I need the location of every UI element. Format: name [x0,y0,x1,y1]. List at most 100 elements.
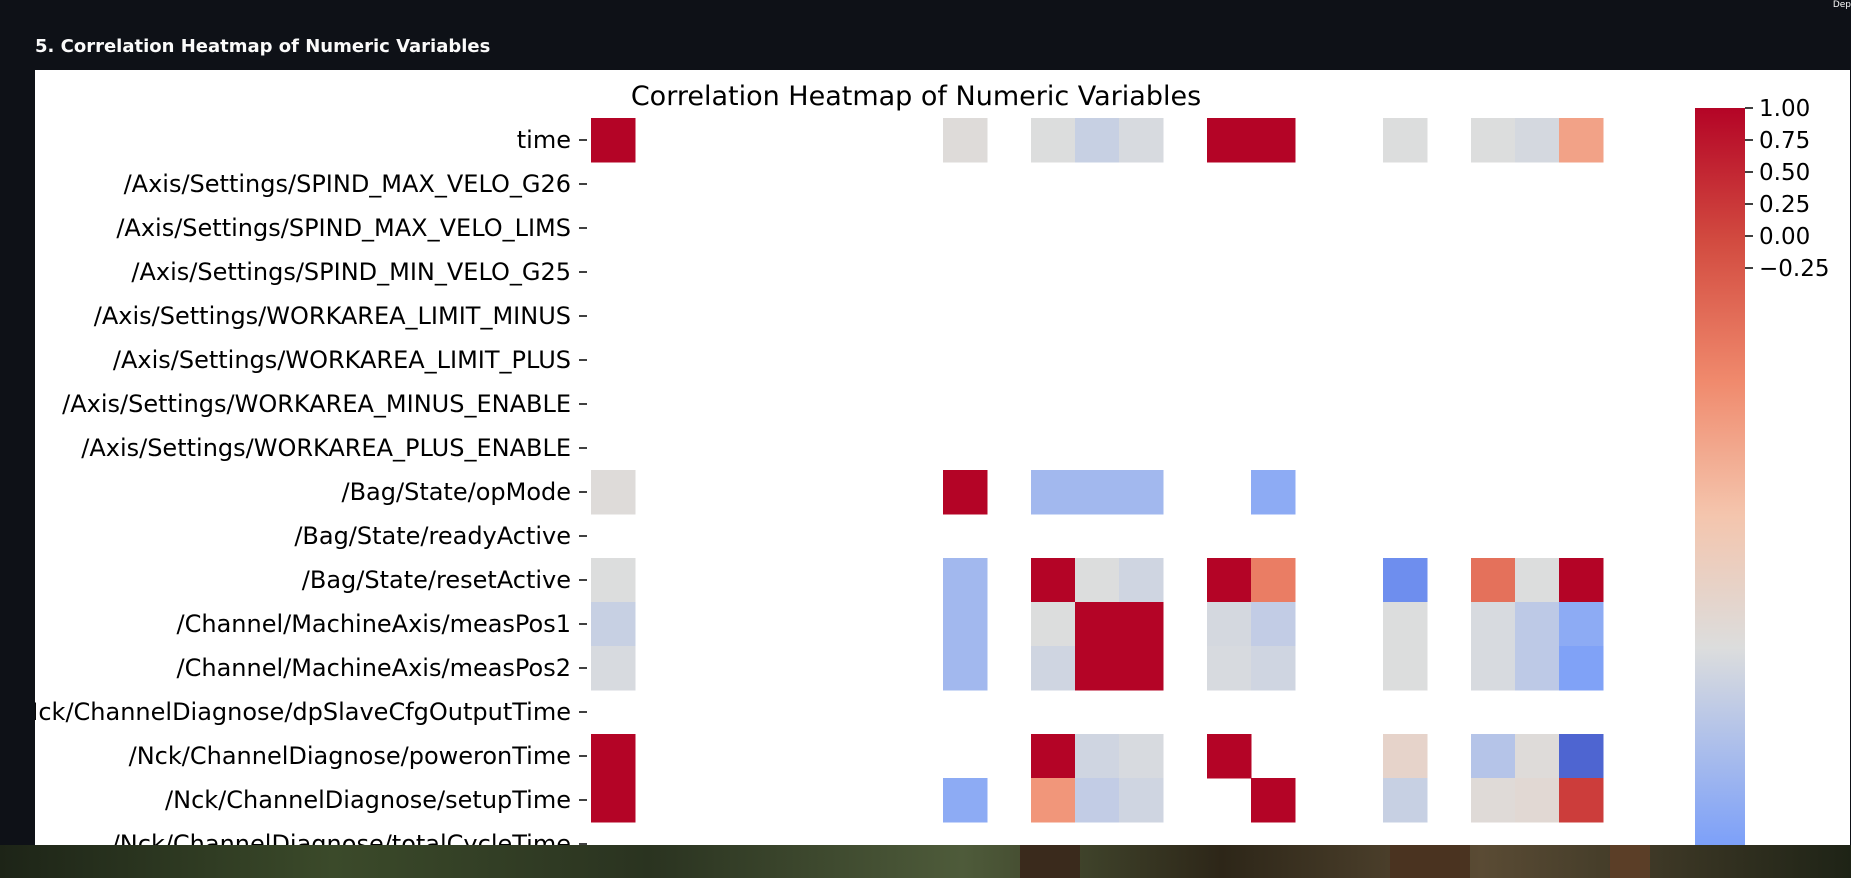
heatmap-cell [1031,734,1076,779]
heatmap-cell [1515,558,1560,603]
heatmap-cell [1251,778,1296,823]
heatmap-cell [1075,118,1120,163]
row-labels: time/Axis/Settings/SPIND_MAX_VELO_G26/Ax… [35,126,587,845]
heatmap-cell [1207,602,1252,647]
heatmap-cell [1031,778,1076,823]
heatmap-cell [1471,778,1516,823]
heatmap-cell [1119,118,1164,163]
heatmap-cell [1383,558,1428,603]
heatmap-cell [1515,602,1560,647]
row-label: /Nck/ChannelDiagnose/dpSlaveCfgOutputTim… [35,698,571,726]
row-label: /Bag/State/readyActive [294,522,571,550]
heatmap-cell [591,470,636,515]
heatmap-cell [591,118,636,163]
heatmap-cell [1383,778,1428,823]
row-label: /Channel/MachineAxis/measPos2 [177,654,571,682]
row-label: /Axis/Settings/WORKAREA_LIMIT_PLUS [113,346,571,374]
heatmap-cell [1031,558,1076,603]
heatmap-cell [1075,734,1120,779]
heatmap-cell [943,778,988,823]
heatmap-cell [1207,734,1252,779]
row-label: /Axis/Settings/SPIND_MAX_VELO_G26 [124,170,571,198]
heatmap-cell [591,558,636,603]
row-label: /Channel/MachineAxis/measPos1 [177,610,571,638]
heatmap-cell [1251,646,1296,691]
row-label: /Bag/State/resetActive [302,566,571,594]
heatmap-cell [1031,602,1076,647]
heatmap-cell [1383,734,1428,779]
heatmap-cell [591,602,636,647]
heatmap-cell [1559,118,1604,163]
heatmap-cell [1251,470,1296,515]
heatmap-cell [943,118,988,163]
row-label: /Axis/Settings/SPIND_MIN_VELO_G25 [131,258,571,286]
heatmap-cell [1515,734,1560,779]
heatmap-cell [591,734,636,779]
colorbar-tick-label: 1.00 [1759,96,1810,122]
row-label: /Nck/ChannelDiagnose/totalCycleTime [112,830,571,845]
row-label: /Axis/Settings/SPIND_MAX_VELO_LIMS [116,214,571,242]
chart-title: Correlation Heatmap of Numeric Variables [631,81,1201,112]
heatmap-cell [1119,558,1164,603]
colorbar-tick-label: 0.25 [1759,192,1810,218]
heatmap-cell [1383,602,1428,647]
heatmap-cell [1383,646,1428,691]
heatmap-cell [1031,118,1076,163]
heatmap-svg: Correlation Heatmap of Numeric Variables… [35,81,1829,845]
row-label: /Bag/State/opMode [342,478,572,506]
row-label: /Nck/ChannelDiagnose/setupTime [165,786,571,814]
heatmap-cell [1559,646,1604,691]
colorbar-tick-label: −0.25 [1759,256,1829,282]
heatmap-cell [1515,778,1560,823]
heatmap-cell [1515,646,1560,691]
heatmap-cell [1207,558,1252,603]
heatmap-cell [1383,118,1428,163]
colorbar-tick-label: 0.75 [1759,128,1810,154]
heatmap-cell [1559,778,1604,823]
heatmap-cell [591,646,636,691]
heatmap-cell [943,470,988,515]
heatmap-figure: Correlation Heatmap of Numeric Variables… [35,70,1850,845]
row-label: /Nck/ChannelDiagnose/poweronTime [129,742,571,770]
heatmap-cell [1119,646,1164,691]
heatmap-cell [1207,118,1252,163]
heatmap-cell [1207,646,1252,691]
colorbar-tick-label: 0.50 [1759,160,1810,186]
heatmap-cell [943,558,988,603]
heatmap-cell [1031,646,1076,691]
heatmap-cell [1559,558,1604,603]
heatmap-cell [1471,646,1516,691]
heatmap-cell [1075,646,1120,691]
heatmap-cell [1251,602,1296,647]
colorbar [1695,108,1745,845]
heatmap-cell [1075,778,1120,823]
section-heading: 5. Correlation Heatmap of Numeric Variab… [35,36,491,57]
heatmap-cells [591,118,1604,823]
heatmap-cell [1515,118,1560,163]
heatmap-cell [1471,558,1516,603]
heatmap-cell [1559,734,1604,779]
heatmap-cell [1471,118,1516,163]
heatmap-cell [1559,602,1604,647]
heatmap-cell [1031,470,1076,515]
heatmap-cell [1119,602,1164,647]
heatmap-cell [1075,470,1120,515]
colorbar-ticks: 1.00 0.75 0.50 0.25 0.00 −0.25 [1745,96,1829,282]
corner-label: Dep [1832,0,1851,10]
heatmap-cell [1075,602,1120,647]
heatmap-cell [943,646,988,691]
row-label: /Axis/Settings/WORKAREA_PLUS_ENABLE [81,434,571,462]
row-label: /Axis/Settings/WORKAREA_MINUS_ENABLE [62,390,571,418]
heatmap-cell [1119,470,1164,515]
heatmap-cell [943,602,988,647]
heatmap-cell [1251,558,1296,603]
row-label: time [517,126,571,154]
heatmap-cell [1075,558,1120,603]
heatmap-cell [1119,778,1164,823]
background-photo-strip [0,845,1851,878]
heatmap-cell [1119,734,1164,779]
heatmap-cell [1471,734,1516,779]
heatmap-cell [591,778,636,823]
colorbar-tick-label: 0.00 [1759,224,1810,250]
heatmap-cell [1251,118,1296,163]
